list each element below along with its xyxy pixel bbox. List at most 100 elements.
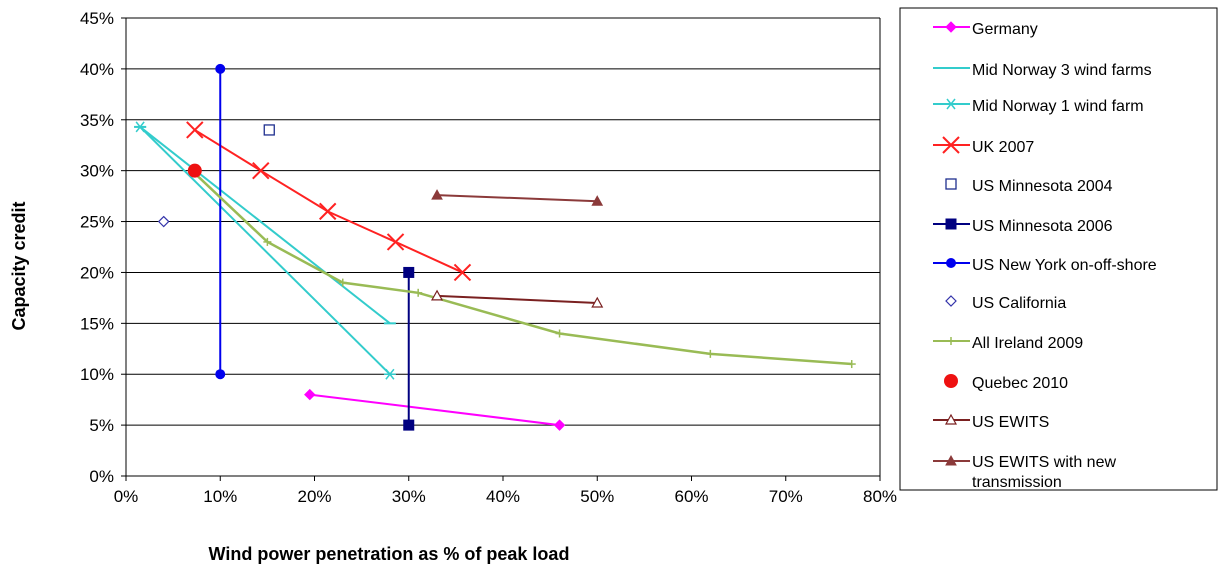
axes xyxy=(121,17,881,481)
data-point xyxy=(847,360,856,369)
legend-swatch-us-ewits xyxy=(933,413,970,425)
legend-swatch-germany xyxy=(933,21,970,33)
legend-marker xyxy=(947,337,955,345)
y-tick-label: 10% xyxy=(80,365,114,384)
y-tick-label: 5% xyxy=(89,416,114,435)
legend: Germany Mid Norway 3 wind farms Mid Norw… xyxy=(933,21,1157,491)
data-point xyxy=(431,289,444,301)
legend-label-germany: Germany xyxy=(972,21,1038,38)
data-point xyxy=(414,288,423,297)
series-us-ewits-with-new-transmission xyxy=(431,189,604,206)
data-point xyxy=(555,329,564,338)
data-point xyxy=(263,237,272,246)
legend-label-quebec-2010: Quebec 2010 xyxy=(972,375,1068,392)
legend-swatch-us-california xyxy=(945,295,957,307)
x-tick-label: 60% xyxy=(674,487,708,506)
series-uk-2007 xyxy=(186,121,472,282)
series-line xyxy=(309,393,560,427)
series-us-california xyxy=(157,215,170,228)
legend-marker xyxy=(945,295,957,307)
data-point xyxy=(186,121,204,139)
data-point xyxy=(706,349,715,358)
data-point xyxy=(157,215,170,228)
series-line xyxy=(191,169,852,366)
series-mid-norway-1-wind-farm xyxy=(134,121,396,380)
legend-label-mid-norway-1: Mid Norway 1 wind farm xyxy=(972,98,1144,115)
x-tick-label: 20% xyxy=(297,487,331,506)
data-point xyxy=(318,202,337,221)
legend-swatch-us-ewits-with-new-transmission xyxy=(933,454,970,466)
series-line xyxy=(139,126,391,375)
data-point xyxy=(591,296,604,308)
y-tick-label: 25% xyxy=(80,213,114,232)
legend-label-mid-norway-3: Mid Norway 3 wind farms xyxy=(972,62,1152,79)
y-tick-labels: 0% 5% 10% 15% 20% 25% 30% 35% 40% 45% xyxy=(80,9,114,486)
legend-label-us-ewits: US EWITS xyxy=(972,414,1049,431)
x-tick-label: 40% xyxy=(486,487,520,506)
x-tick-label: 10% xyxy=(203,487,237,506)
legend-marker xyxy=(944,374,958,388)
series-us-ewits xyxy=(431,289,604,308)
y-axis-title: Capacity credit xyxy=(9,201,29,330)
legend-label-us-minnesota-2004: US Minnesota 2004 xyxy=(972,178,1113,195)
data-point xyxy=(431,189,443,200)
legend-marker xyxy=(946,258,956,268)
x-tick-label: 70% xyxy=(769,487,803,506)
legend-label-us-minnesota-2006: US Minnesota 2006 xyxy=(972,218,1113,235)
data-point xyxy=(386,233,405,251)
data-point xyxy=(304,388,316,401)
x-tick-label: 30% xyxy=(392,487,426,506)
legend-swatch-quebec-2010 xyxy=(944,374,958,388)
series-us-minnesota-2006 xyxy=(403,266,415,431)
y-tick-label: 45% xyxy=(80,9,114,28)
legend-label-uk-2007: UK 2007 xyxy=(972,139,1034,156)
series-us-new-york-on-off-shore xyxy=(215,63,226,380)
legend-swatch-all-ireland-2009 xyxy=(933,337,970,345)
x-axis-title: Wind power penetration as % of peak load xyxy=(209,544,570,564)
data-point xyxy=(338,278,347,287)
data-point xyxy=(215,63,226,74)
data-point xyxy=(553,419,566,431)
data-point xyxy=(383,368,396,380)
legend-marker xyxy=(945,98,957,110)
legend-label-us-ewits-new-transmission: US EWITS with new xyxy=(972,454,1116,471)
legend-marker xyxy=(945,454,957,466)
legend-box xyxy=(899,7,1218,491)
data-point xyxy=(187,163,202,178)
x-tick-label: 50% xyxy=(580,487,614,506)
legend-marker xyxy=(944,413,958,425)
series-us-minnesota-2004 xyxy=(263,124,275,136)
data-point xyxy=(453,263,472,282)
series-germany xyxy=(304,388,566,431)
y-tick-label: 35% xyxy=(80,111,114,130)
series-all-ireland-2009 xyxy=(187,166,856,369)
data-point xyxy=(252,161,270,180)
grid-lines xyxy=(126,17,880,426)
legend-marker xyxy=(945,21,957,33)
series-line xyxy=(436,194,598,203)
y-tick-label: 20% xyxy=(80,263,114,282)
data-point xyxy=(263,124,275,136)
plot-area xyxy=(134,63,856,431)
legend-swatch-us-minnesota-2006 xyxy=(933,218,970,230)
data-point xyxy=(215,369,226,380)
series-line xyxy=(436,294,598,304)
legend-marker xyxy=(945,218,957,230)
x-tick-label: 80% xyxy=(863,487,897,506)
legend-swatch-us-minnesota-2004 xyxy=(945,178,957,190)
data-point xyxy=(403,266,415,278)
legend-marker xyxy=(942,136,960,154)
x-tick-label: 0% xyxy=(114,487,139,506)
series-quebec-2010 xyxy=(187,163,202,178)
y-tick-label: 15% xyxy=(80,314,114,333)
legend-swatch-us-new-york-on-off-shore xyxy=(933,258,970,268)
y-tick-label: 30% xyxy=(80,162,114,181)
data-point xyxy=(591,195,604,206)
series-line xyxy=(139,126,391,325)
legend-swatch-mid-norway-1-wind-farm xyxy=(933,98,970,110)
legend-label-us-new-york: US New York on-off-shore xyxy=(972,257,1157,274)
data-point xyxy=(134,121,147,133)
y-tick-label: 0% xyxy=(89,467,114,486)
legend-swatch-uk-2007 xyxy=(933,136,970,154)
